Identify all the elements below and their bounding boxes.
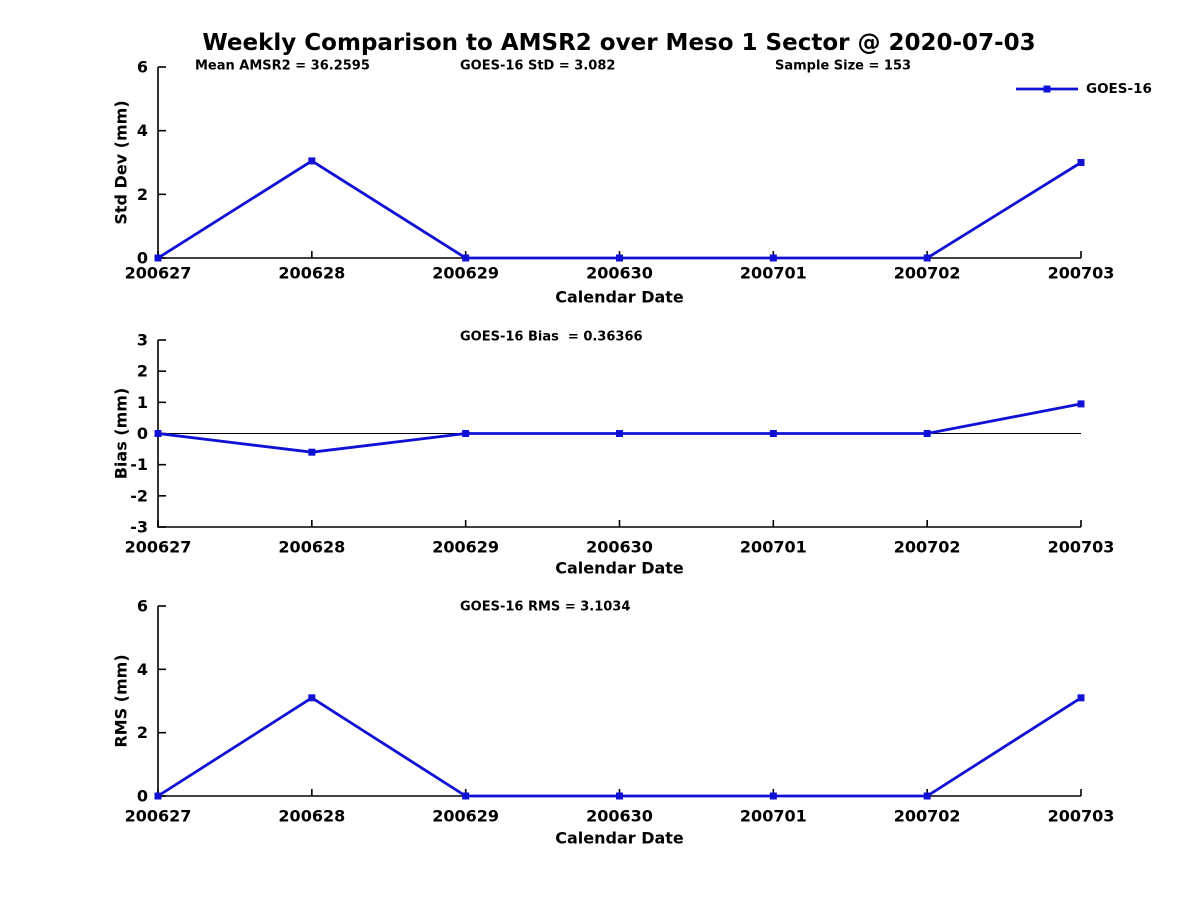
- data-point-marker: [769, 792, 777, 800]
- annotation: GOES-16 Bias = 0.36366: [460, 330, 643, 345]
- data-point-marker: [154, 792, 162, 800]
- series-line: [157, 696, 1082, 798]
- y-tick-label: 2: [137, 362, 148, 381]
- annotation: GOES-16 StD = 3.082: [460, 59, 615, 74]
- data-point-marker: [769, 254, 777, 262]
- data-point-marker: [462, 254, 470, 262]
- data-point-marker: [1077, 400, 1085, 408]
- annotation: Sample Size = 153: [775, 59, 911, 74]
- x-axis-label: Calendar Date: [555, 829, 684, 848]
- x-tick-label: 200629: [432, 264, 499, 283]
- data-point-marker: [616, 254, 623, 262]
- x-axis-label: Calendar Date: [555, 559, 684, 578]
- y-tick-label: 6: [137, 58, 148, 77]
- data-point-marker: [923, 254, 931, 262]
- data-point-marker: [923, 792, 931, 800]
- axes: [157, 67, 1081, 259]
- std-dev-chart: 0 2 4 6 200627 200628 200629 200630 200701 200702…: [112, 58, 1115, 307]
- x-axis-label: Calendar Date: [555, 288, 684, 307]
- x-tick-label: 200701: [740, 807, 807, 826]
- y-tick-label: -3: [130, 518, 148, 537]
- axes: [157, 606, 1081, 797]
- x-tick-label: 200628: [278, 807, 345, 826]
- x-tick-label: 200702: [894, 264, 961, 283]
- y-tick-label: 4: [137, 121, 148, 140]
- data-point-marker: [308, 694, 316, 702]
- data-point-marker: [616, 792, 623, 800]
- data-point-marker: [769, 430, 777, 437]
- legend-marker: [1043, 85, 1051, 93]
- x-tick-label: 200628: [278, 538, 345, 557]
- y-tick-label: 6: [137, 597, 148, 616]
- y-axis-label: Std Dev (mm): [112, 100, 131, 224]
- y-axis-label: RMS (mm): [112, 654, 131, 747]
- x-tick-label: 200627: [125, 538, 192, 557]
- x-tick-label: 200630: [586, 538, 653, 557]
- x-tick-label: 200630: [586, 807, 653, 826]
- x-tick-label: 200701: [740, 538, 807, 557]
- data-point-marker: [616, 430, 623, 437]
- data-point-marker: [154, 254, 162, 262]
- y-tick-label: 2: [137, 723, 148, 742]
- annotation: Mean AMSR2 = 36.2595: [195, 59, 370, 74]
- y-tick-label: 0: [137, 249, 148, 268]
- figure-title: Weekly Comparison to AMSR2 over Meso 1 S…: [202, 30, 1036, 56]
- y-tick-label: 4: [137, 660, 148, 679]
- legend-label: GOES-16: [1086, 81, 1152, 97]
- x-tick-label: 200627: [125, 807, 192, 826]
- x-tick-label: 200629: [432, 538, 499, 557]
- annotation: GOES-16 RMS = 3.1034: [460, 600, 630, 615]
- y-tick-label: 3: [137, 331, 148, 350]
- x-tick-label: 200702: [894, 807, 961, 826]
- y-tick-label: -1: [130, 455, 148, 474]
- data-point-marker: [154, 430, 162, 437]
- y-tick-label: 2: [137, 185, 148, 204]
- y-tick-label: 0: [137, 787, 148, 806]
- y-axis-label: Bias (mm): [112, 388, 131, 480]
- x-tick-label: 200703: [1048, 807, 1115, 826]
- x-tick-label: 200628: [278, 264, 345, 283]
- y-tick-label: -2: [130, 486, 148, 505]
- x-tick-label: 200629: [432, 807, 499, 826]
- y-tick-label: 0: [137, 424, 148, 443]
- data-point-marker: [308, 448, 316, 456]
- data-point-marker: [1077, 159, 1085, 166]
- rms-chart: 0 2 4 6 200627 200628 200629 200630 200701 200702…: [112, 597, 1115, 848]
- x-tick-label: 200701: [740, 264, 807, 283]
- data-point-marker: [462, 430, 470, 437]
- x-tick-label: 200703: [1048, 264, 1115, 283]
- x-tick-label: 200702: [894, 538, 961, 557]
- x-tick-label: 200630: [586, 264, 653, 283]
- x-tick-label: 200703: [1048, 538, 1115, 557]
- y-tick-label: 1: [137, 393, 148, 412]
- series-line: [157, 159, 1082, 260]
- legend: GOES-16: [1016, 81, 1152, 97]
- data-point-marker: [308, 157, 316, 165]
- data-point-marker: [1077, 694, 1085, 702]
- x-tick-label: 200627: [125, 264, 192, 283]
- data-point-marker: [923, 430, 931, 437]
- series-line: [157, 402, 1082, 454]
- data-point-marker: [462, 792, 470, 800]
